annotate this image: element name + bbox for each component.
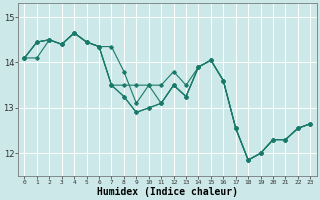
- X-axis label: Humidex (Indice chaleur): Humidex (Indice chaleur): [97, 186, 238, 197]
